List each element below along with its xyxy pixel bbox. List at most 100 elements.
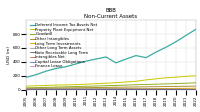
Note Receivable Long Term: [65, 89, 67, 90]
Goodwill: [135, 84, 137, 85]
Long Term Investments: [125, 88, 127, 89]
Long Term Investments: [65, 88, 67, 90]
Capital Lease Obligations: [55, 89, 57, 90]
Intangibles Net: [45, 88, 47, 90]
Intangibles Net: [165, 88, 167, 90]
Other Long Term Assets: [55, 88, 57, 89]
Deferred Income Tax Assets Net: [125, 58, 127, 60]
Capital Lease Obligations: [25, 89, 27, 90]
Deferred Income Tax Assets Net: [195, 29, 197, 30]
Other Intangibles: [165, 86, 167, 87]
Finance Lease: [195, 89, 197, 90]
Note Receivable Long Term: [25, 89, 27, 90]
Capital Lease Obligations: [115, 89, 117, 90]
Goodwill: [175, 83, 177, 84]
Capital Lease Obligations: [135, 89, 137, 90]
Intangibles Net: [105, 88, 107, 90]
Capital Lease Obligations: [125, 89, 127, 90]
Long Term Investments: [45, 88, 47, 90]
Intangibles Net: [175, 88, 177, 90]
Intangibles Net: [195, 88, 197, 90]
Other Intangibles: [135, 86, 137, 88]
Intangibles Net: [185, 88, 187, 90]
Finance Lease: [155, 89, 157, 90]
Long Term Investments: [135, 88, 137, 89]
Deferred Income Tax Assets Net: [95, 58, 97, 60]
Other Intangibles: [105, 87, 107, 88]
Finance Lease: [165, 89, 167, 90]
Other Long Term Assets: [135, 88, 137, 89]
Note Receivable Long Term: [105, 89, 107, 90]
Note Receivable Long Term: [175, 89, 177, 90]
Other Intangibles: [185, 86, 187, 87]
Line: Property Plant Equipment Net: Property Plant Equipment Net: [26, 76, 196, 86]
Deferred Income Tax Assets Net: [135, 55, 137, 56]
Deferred Income Tax Assets Net: [185, 35, 187, 36]
Goodwill: [115, 85, 117, 86]
Other Intangibles: [155, 86, 157, 87]
Other Intangibles: [35, 88, 37, 89]
Finance Lease: [35, 89, 37, 90]
Finance Lease: [135, 89, 137, 90]
Long Term Investments: [105, 88, 107, 90]
Line: Deferred Income Tax Assets Net: Deferred Income Tax Assets Net: [26, 29, 196, 78]
Goodwill: [145, 84, 147, 85]
Long Term Investments: [75, 88, 77, 90]
Other Intangibles: [95, 87, 97, 88]
Note Receivable Long Term: [195, 89, 197, 90]
Deferred Income Tax Assets Net: [35, 74, 37, 75]
Capital Lease Obligations: [95, 89, 97, 90]
Y-axis label: USD (m): USD (m): [7, 46, 11, 64]
Finance Lease: [175, 89, 177, 90]
Deferred Income Tax Assets Net: [165, 47, 167, 48]
Note Receivable Long Term: [125, 89, 127, 90]
Deferred Income Tax Assets Net: [145, 57, 147, 58]
Other Long Term Assets: [65, 88, 67, 89]
Finance Lease: [65, 89, 67, 90]
Note Receivable Long Term: [185, 89, 187, 90]
Deferred Income Tax Assets Net: [155, 51, 157, 53]
Long Term Investments: [95, 88, 97, 90]
Property Plant Equipment Net: [185, 76, 187, 77]
Long Term Investments: [175, 88, 177, 89]
Other Long Term Assets: [45, 88, 47, 89]
Capital Lease Obligations: [185, 89, 187, 90]
Goodwill: [25, 87, 27, 88]
Capital Lease Obligations: [85, 89, 87, 90]
Goodwill: [105, 85, 107, 86]
Legend: Deferred Income Tax Assets Net, Property Plant Equipment Net, Goodwill, Other In: Deferred Income Tax Assets Net, Property…: [30, 23, 98, 69]
Finance Lease: [85, 89, 87, 90]
Capital Lease Obligations: [155, 89, 157, 90]
Deferred Income Tax Assets Net: [25, 77, 27, 78]
Note Receivable Long Term: [35, 89, 37, 90]
Other Long Term Assets: [85, 88, 87, 89]
Capital Lease Obligations: [165, 89, 167, 90]
Property Plant Equipment Net: [75, 84, 77, 85]
Goodwill: [35, 87, 37, 88]
Other Long Term Assets: [95, 88, 97, 89]
Intangibles Net: [85, 88, 87, 90]
Property Plant Equipment Net: [115, 82, 117, 83]
Property Plant Equipment Net: [85, 84, 87, 85]
Note Receivable Long Term: [45, 89, 47, 90]
Finance Lease: [55, 89, 57, 90]
Intangibles Net: [65, 88, 67, 90]
Long Term Investments: [35, 88, 37, 90]
Intangibles Net: [125, 88, 127, 90]
Intangibles Net: [95, 88, 97, 90]
Property Plant Equipment Net: [125, 81, 127, 83]
Long Term Investments: [55, 88, 57, 89]
Goodwill: [195, 82, 197, 83]
Property Plant Equipment Net: [135, 81, 137, 82]
Long Term Investments: [115, 88, 117, 89]
Capital Lease Obligations: [145, 89, 147, 90]
Note Receivable Long Term: [145, 89, 147, 90]
Finance Lease: [45, 89, 47, 90]
Other Intangibles: [75, 87, 77, 88]
Note Receivable Long Term: [95, 89, 97, 90]
Other Long Term Assets: [175, 88, 177, 90]
Finance Lease: [95, 89, 97, 90]
Other Long Term Assets: [145, 88, 147, 89]
Goodwill: [95, 85, 97, 87]
Property Plant Equipment Net: [45, 85, 47, 86]
